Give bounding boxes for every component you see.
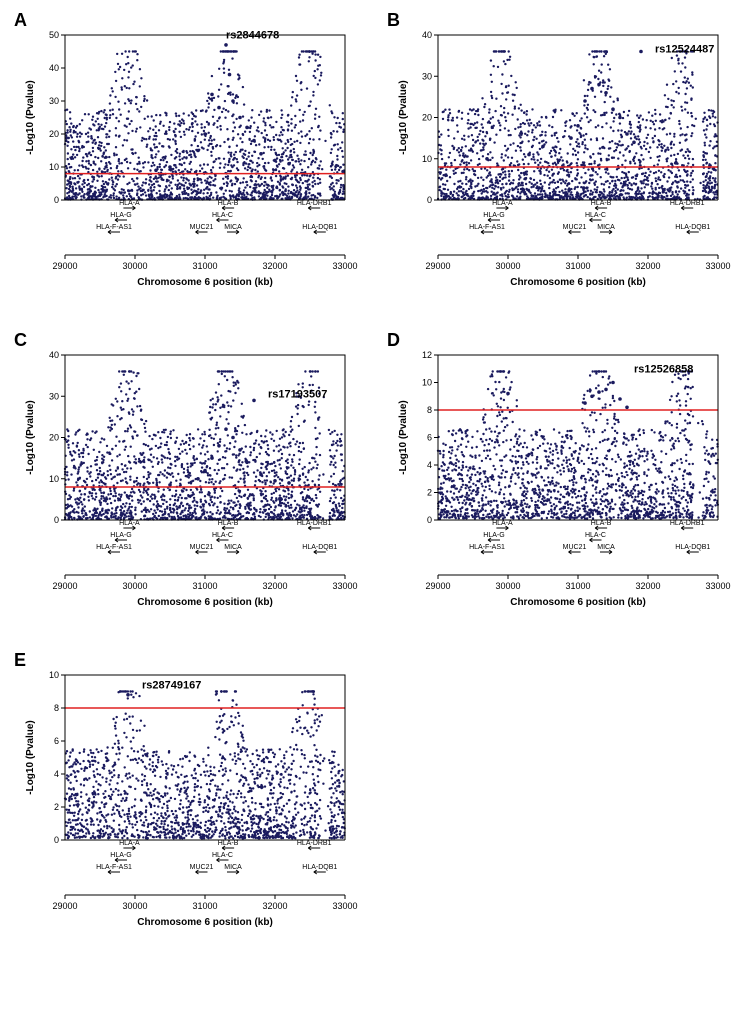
- panel-A: Ars2844678 0 10 20 30 40 50 -Log10 (Pvalue) HLA-…: [10, 10, 373, 310]
- manhattan-plot: rs12526858024681012-Log10 (Pvalue)HLA-AH…: [383, 330, 733, 630]
- svg-text:50: 50: [49, 30, 59, 40]
- svg-text:30: 30: [422, 71, 432, 81]
- panel-label: A: [14, 10, 27, 31]
- x-axis-label: Chromosome 6 position (kb): [137, 917, 273, 928]
- svg-text:33000: 33000: [332, 261, 357, 271]
- svg-text:HLA-C: HLA-C: [212, 212, 233, 219]
- panel-D: Drs12526858024681012-Log10 (Pvalue)HLA-A…: [383, 330, 736, 630]
- snp-annotation: rs28749167: [142, 680, 201, 692]
- manhattan-plot: rs2844678 0 10 20 30 40 50 -Log10 (Pvalue) HLA-A…: [10, 10, 360, 310]
- svg-text:31000: 31000: [565, 261, 590, 271]
- x-axis-label: Chromosome 6 position (kb): [137, 597, 273, 608]
- svg-text:33000: 33000: [705, 261, 730, 271]
- svg-text:29000: 29000: [52, 261, 77, 271]
- svg-text:HLA-A: HLA-A: [119, 200, 140, 207]
- manhattan-plot: rs17193507010203040-Log10 (Pvalue)HLA-AH…: [10, 330, 360, 630]
- snp-annotation: rs12524487: [655, 44, 714, 56]
- svg-text:32000: 32000: [635, 261, 660, 271]
- x-axis-label: Chromosome 6 position (kb): [510, 597, 646, 608]
- panel-label: B: [387, 10, 400, 31]
- x-axis-label: Chromosome 6 position (kb): [510, 277, 646, 288]
- snp-annotation: rs2844678: [226, 30, 279, 42]
- panel-label: E: [14, 650, 26, 671]
- panel-label: D: [387, 330, 400, 351]
- manhattan-plot: rs287491670246810-Log10 (Pvalue)HLA-AHLA…: [10, 650, 360, 950]
- svg-text:HLA-B: HLA-B: [591, 200, 612, 207]
- svg-text:20: 20: [49, 129, 59, 139]
- svg-text:HLA-F-AS1: HLA-F-AS1: [469, 224, 505, 231]
- svg-text:MUC21: MUC21: [563, 224, 587, 231]
- svg-text:HLA-G: HLA-G: [110, 212, 131, 219]
- y-axis-label: -Log10 (Pvalue): [398, 80, 409, 154]
- svg-text:20: 20: [422, 113, 432, 123]
- svg-text:MICA: MICA: [224, 224, 242, 231]
- manhattan-plot: rs12524487 0 10 20 30 40 -Log10 (Pvalue) HLA-A H…: [383, 10, 733, 310]
- svg-text:HLA-F-AS1: HLA-F-AS1: [96, 224, 132, 231]
- svg-text:40: 40: [422, 30, 432, 40]
- panel-B: Brs12524487 0 10 20 30 40 -Log10 (Pvalue) HLA-A…: [383, 10, 736, 310]
- svg-text:MICA: MICA: [597, 224, 615, 231]
- svg-text:HLA-G: HLA-G: [483, 212, 504, 219]
- svg-text:10: 10: [49, 162, 59, 172]
- svg-text:HLA-DQB1: HLA-DQB1: [302, 224, 337, 231]
- svg-text:HLA-DQB1: HLA-DQB1: [675, 224, 710, 231]
- y-axis-label: -Log10 (Pvalue): [25, 400, 36, 474]
- svg-text:31000: 31000: [192, 261, 217, 271]
- svg-text:40: 40: [49, 63, 59, 73]
- svg-text:HLA-C: HLA-C: [585, 212, 606, 219]
- y-axis-label: -Log10 (Pvalue): [25, 80, 36, 154]
- svg-text:MUC21: MUC21: [190, 224, 214, 231]
- svg-text:32000: 32000: [262, 261, 287, 271]
- panel-C: Crs17193507010203040-Log10 (Pvalue)HLA-A…: [10, 330, 373, 630]
- y-axis-label: -Log10 (Pvalue): [398, 400, 409, 474]
- svg-text:HLA-DRB1: HLA-DRB1: [670, 200, 705, 207]
- y-axis-label: -Log10 (Pvalue): [25, 720, 36, 794]
- svg-text:0: 0: [54, 195, 59, 205]
- snp-annotation: rs17193507: [268, 388, 327, 400]
- svg-text:29000: 29000: [425, 261, 450, 271]
- svg-text:30000: 30000: [495, 261, 520, 271]
- svg-text:30000: 30000: [122, 261, 147, 271]
- panel-label: C: [14, 330, 27, 351]
- x-axis-label: Chromosome 6 position (kb): [137, 277, 273, 288]
- svg-text:10: 10: [422, 154, 432, 164]
- svg-text:HLA-B: HLA-B: [218, 200, 239, 207]
- svg-text:30: 30: [49, 96, 59, 106]
- svg-text:HLA-DRB1: HLA-DRB1: [297, 200, 332, 207]
- panel-E: Ers287491670246810-Log10 (Pvalue)HLA-AHL…: [10, 650, 373, 950]
- svg-text:0: 0: [427, 195, 432, 205]
- snp-annotation: rs12526858: [634, 364, 693, 376]
- svg-text:HLA-A: HLA-A: [492, 200, 513, 207]
